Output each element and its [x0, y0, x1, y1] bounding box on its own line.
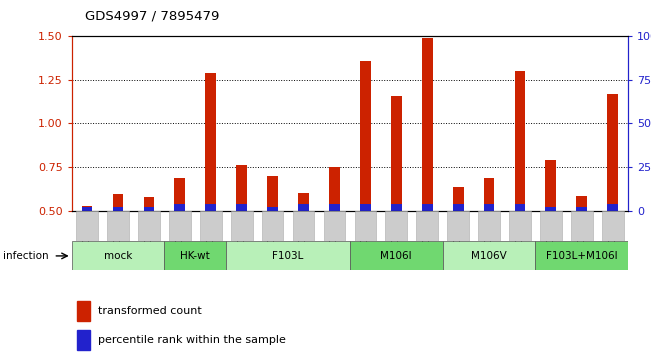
Bar: [236, 204, 247, 211]
FancyBboxPatch shape: [443, 241, 535, 270]
FancyBboxPatch shape: [478, 211, 500, 241]
Text: infection: infection: [3, 251, 49, 261]
Bar: [113, 194, 124, 211]
Bar: [329, 167, 340, 211]
FancyBboxPatch shape: [169, 211, 191, 241]
FancyBboxPatch shape: [602, 211, 624, 241]
Bar: [143, 207, 154, 211]
Bar: [174, 178, 186, 211]
Bar: [607, 94, 618, 211]
FancyBboxPatch shape: [350, 241, 443, 270]
Bar: [81, 207, 92, 211]
Bar: [77, 330, 90, 350]
Bar: [391, 204, 402, 211]
FancyBboxPatch shape: [447, 211, 469, 241]
Bar: [452, 187, 464, 211]
Bar: [236, 165, 247, 211]
FancyBboxPatch shape: [385, 211, 407, 241]
Bar: [484, 204, 495, 211]
FancyBboxPatch shape: [76, 211, 98, 241]
Bar: [113, 207, 124, 211]
Bar: [77, 301, 90, 321]
Bar: [452, 204, 464, 211]
FancyBboxPatch shape: [535, 241, 628, 270]
FancyBboxPatch shape: [72, 241, 164, 270]
FancyBboxPatch shape: [262, 211, 283, 241]
FancyBboxPatch shape: [540, 211, 562, 241]
Text: M106I: M106I: [380, 250, 412, 261]
Bar: [360, 61, 371, 211]
Bar: [514, 204, 525, 211]
Bar: [576, 207, 587, 211]
Bar: [143, 197, 154, 211]
Text: transformed count: transformed count: [98, 306, 201, 316]
Bar: [514, 71, 525, 211]
Bar: [607, 204, 618, 211]
Text: M106V: M106V: [471, 250, 507, 261]
Text: GDS4997 / 7895479: GDS4997 / 7895479: [85, 9, 219, 22]
Bar: [267, 207, 278, 211]
Bar: [422, 204, 433, 211]
Bar: [546, 207, 557, 211]
FancyBboxPatch shape: [227, 241, 350, 270]
Bar: [576, 196, 587, 211]
FancyBboxPatch shape: [571, 211, 592, 241]
Bar: [267, 176, 278, 211]
Text: F103L: F103L: [272, 250, 304, 261]
Bar: [174, 204, 186, 211]
Text: mock: mock: [104, 250, 132, 261]
FancyBboxPatch shape: [107, 211, 129, 241]
FancyBboxPatch shape: [417, 211, 438, 241]
FancyBboxPatch shape: [324, 211, 345, 241]
Text: percentile rank within the sample: percentile rank within the sample: [98, 335, 286, 345]
Bar: [484, 178, 495, 211]
Text: F103L+M106I: F103L+M106I: [546, 250, 618, 261]
Text: HK-wt: HK-wt: [180, 250, 210, 261]
FancyBboxPatch shape: [138, 211, 159, 241]
FancyBboxPatch shape: [355, 211, 376, 241]
FancyBboxPatch shape: [509, 211, 531, 241]
Bar: [205, 73, 216, 211]
Bar: [329, 204, 340, 211]
FancyBboxPatch shape: [293, 211, 314, 241]
FancyBboxPatch shape: [164, 241, 227, 270]
Bar: [422, 38, 433, 211]
Bar: [391, 95, 402, 211]
Bar: [298, 193, 309, 211]
FancyBboxPatch shape: [231, 211, 253, 241]
Bar: [298, 204, 309, 211]
Bar: [360, 204, 371, 211]
FancyBboxPatch shape: [200, 211, 221, 241]
Bar: [81, 206, 92, 211]
Bar: [546, 160, 557, 211]
Bar: [205, 204, 216, 211]
